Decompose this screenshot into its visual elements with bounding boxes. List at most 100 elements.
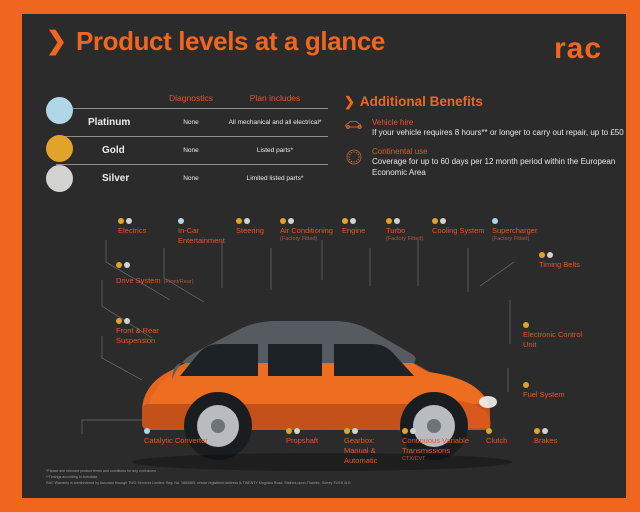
benefit-text-group: Vehicle hire If your vehicle requires 8 …	[372, 118, 624, 139]
diagram-label-turbo: Turbo (Factory Fitted)	[386, 218, 423, 243]
benefit-name: Vehicle hire	[372, 118, 414, 127]
label-text: Continuous Variable Transmissions	[402, 436, 469, 456]
diagram-label-air-conditioning: Air Conditioning (Factory Fitted)	[280, 218, 333, 243]
label-text: Clutch	[486, 436, 508, 445]
gold-dot-icon	[116, 262, 122, 268]
gold-dot-icon	[286, 428, 292, 434]
label-text: Drive System	[116, 276, 161, 285]
label-text: Electrics	[118, 226, 147, 235]
leader-lines	[81, 240, 515, 471]
gold-dot-icon	[342, 218, 348, 224]
page-title-group: ❯ Product levels at a glance	[46, 28, 385, 54]
platinum-dot-icon	[178, 218, 184, 224]
additional-benefits-section: ❯ Additional Benefits Vehicle hire If yo…	[344, 94, 626, 186]
gold-dot-icon	[118, 218, 124, 224]
gold-dot-icon	[486, 428, 492, 434]
level-dots	[236, 218, 264, 224]
label-text: In-Car Entertainment	[178, 226, 225, 246]
poster-panel: ❯ Product levels at a glance rac Diagnos…	[22, 14, 626, 498]
plan-includes-value: Listed parts*	[256, 147, 294, 154]
silver-dot-icon	[288, 218, 294, 224]
label-text: Propshaft	[286, 436, 319, 445]
platinum-dot-icon	[492, 218, 498, 224]
silver-dot-icon	[124, 262, 130, 268]
level-dots	[144, 428, 208, 434]
diagram-label-gearbox: Gearbox: Manual & Automatic	[344, 428, 377, 466]
diagram-label-continuous-variable-transmissions: Continuous Variable Transmissions CTX/CV…	[402, 428, 469, 463]
diagnostics-value: None	[183, 119, 199, 126]
footnote-line: RAC Warranty is administered by Assurant…	[46, 480, 351, 485]
diagram-label-clutch: Clutch	[486, 428, 507, 446]
silver-dot-icon	[440, 218, 446, 224]
level-dots	[534, 428, 557, 434]
car-diagram: Electrics In-Car Entertainment Steering	[22, 204, 626, 489]
silver-dot-icon	[124, 318, 130, 324]
diagram-label-fuel-system: Fuel System	[523, 382, 565, 400]
label-text: Supercharger	[492, 226, 538, 235]
gold-dot-icon	[280, 218, 286, 224]
label-text: Fuel System	[523, 390, 565, 399]
page-title: Product levels at a glance	[75, 26, 385, 56]
label-text: Cooling System	[432, 226, 485, 235]
label-line: Drive System (Front/Rear)	[116, 270, 194, 288]
silver-dot-icon	[244, 218, 250, 224]
silver-dot-icon	[542, 428, 548, 434]
silver-dot-icon	[352, 428, 358, 434]
gold-dot-icon	[534, 428, 540, 434]
label-text: Steering	[236, 226, 264, 235]
level-dots	[432, 218, 485, 224]
car-icon	[344, 118, 364, 139]
footnotes: *Please see relevant product terms and c…	[46, 468, 606, 486]
plan-includes-value: Limited listed parts*	[246, 175, 304, 182]
level-dots	[116, 262, 194, 268]
silver-swatch-icon	[46, 165, 73, 192]
gold-dot-icon	[386, 218, 392, 224]
label-sub: (Factory Fitted)	[386, 236, 424, 243]
benefits-title: Additional Benefits	[359, 94, 483, 109]
eu-stars-icon	[344, 147, 364, 179]
benefit-description: If your vehicle requires 8 hours** or lo…	[372, 128, 624, 137]
label-text: Brakes	[534, 436, 558, 445]
benefit-name: Continental use	[372, 146, 428, 156]
silver-dot-icon	[294, 428, 300, 434]
diagram-label-timing-belts: Timing Belts	[539, 252, 580, 270]
diagram-label-in-car-entertainment: In-Car Entertainment	[178, 218, 225, 246]
diagram-label-cooling-system: Cooling System	[432, 218, 485, 236]
diagram-label-catalytic-converter: Catalytic Converter	[144, 428, 208, 446]
col-header-diagnostics: Diagnostics	[169, 93, 213, 103]
level-dots	[386, 218, 423, 224]
gold-dot-icon	[523, 322, 529, 328]
silver-dot-icon	[547, 252, 553, 258]
plan-includes-value: All mechanical and all electrical*	[228, 119, 322, 126]
car-illustration	[132, 321, 512, 471]
label-text: Turbo	[386, 226, 406, 235]
benefit-text-group: Continental use Coverage for up to 60 da…	[372, 147, 626, 179]
benefits-header: ❯ Additional Benefits	[344, 94, 626, 109]
diagram-label-electronic-control-unit: Electronic Control Unit	[523, 322, 582, 350]
silver-dot-icon	[410, 428, 416, 434]
label-sub: (Front/Rear)	[163, 279, 194, 285]
gold-dot-icon	[432, 218, 438, 224]
col-header-plan-includes: Plan includes	[249, 93, 301, 103]
level-dots	[486, 428, 507, 434]
level-dots	[342, 218, 365, 224]
level-name: Gold	[102, 145, 125, 156]
level-dots	[286, 428, 318, 434]
benefit-item-continental-use: Continental use Coverage for up to 60 da…	[344, 147, 626, 179]
diagram-label-brakes: Brakes	[534, 428, 557, 446]
diagram-label-propshaft: Propshaft	[286, 428, 318, 446]
label-text: Electronic Control Unit	[523, 330, 583, 350]
level-dots	[492, 218, 537, 224]
platinum-swatch-icon	[46, 97, 73, 124]
diagnostics-value: None	[183, 175, 199, 182]
diagram-label-drive-system: Drive System (Front/Rear)	[116, 262, 194, 288]
table-row: Gold None Listed parts*	[46, 135, 328, 164]
gold-dot-icon	[402, 428, 408, 434]
gold-swatch-icon	[46, 135, 73, 162]
diagnostics-value: None	[183, 147, 199, 154]
label-text: Gearbox: Manual & Automatic	[344, 436, 378, 466]
benefit-item-vehicle-hire: Vehicle hire If your vehicle requires 8 …	[344, 118, 626, 139]
level-dots	[402, 428, 469, 434]
footnote-line: **Timings according to Autodata	[46, 474, 98, 479]
